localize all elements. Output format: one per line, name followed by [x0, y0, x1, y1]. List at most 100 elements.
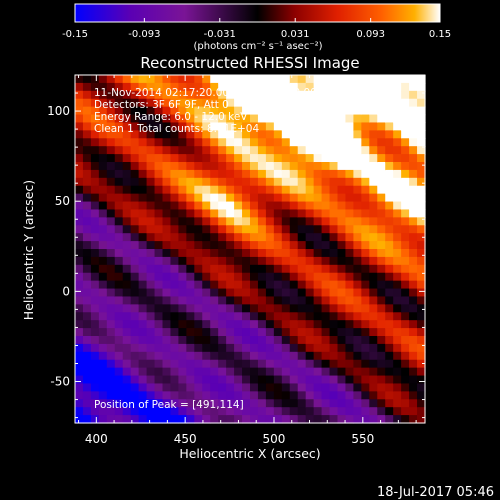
heatmap-cell: [250, 98, 259, 108]
heatmap-cell: [90, 351, 100, 361]
heatmap-cell: [345, 320, 354, 329]
heatmap-cell: [226, 98, 235, 108]
heatmap-cell: [162, 130, 172, 139]
heatmap-cell: [138, 217, 148, 226]
heatmap-cell: [122, 217, 132, 226]
heatmap-cell: [138, 138, 148, 147]
heatmap-cell: [75, 320, 84, 329]
heatmap-cell: [369, 351, 378, 361]
heatmap-cell: [114, 146, 124, 155]
heatmap-cell: [353, 375, 362, 385]
heatmap-cell: [273, 209, 283, 218]
heatmap-cell: [369, 162, 378, 171]
heatmap-cell: [178, 177, 187, 187]
heatmap-cell: [281, 193, 291, 203]
heatmap-cell: [130, 312, 140, 321]
heatmap-cell: [130, 75, 140, 84]
heatmap-cell: [234, 177, 243, 187]
heatmap-cell: [401, 415, 410, 424]
heatmap-cell: [377, 201, 386, 211]
heatmap-cell: [273, 375, 283, 385]
heatmap-cell: [257, 304, 267, 313]
heatmap-cell: [321, 185, 331, 195]
heatmap-cell: [90, 367, 100, 377]
heatmap-cell: [313, 209, 323, 218]
heatmap-cell: [305, 154, 315, 163]
heatmap-cell: [90, 336, 100, 345]
heatmap-cell: [377, 272, 386, 282]
colorbar-frame: [74, 3, 441, 23]
heatmap-cell: [417, 201, 426, 211]
heatmap-cell: [297, 296, 307, 305]
heatmap-cell: [353, 280, 362, 290]
heatmap-cell: [369, 399, 378, 408]
heatmap-cell: [321, 351, 331, 361]
heatmap-cell: [361, 272, 370, 282]
heatmap-cell: [170, 154, 179, 163]
heatmap-cell: [162, 415, 172, 424]
heatmap-cell: [138, 177, 148, 187]
heatmap-cell: [106, 106, 116, 116]
heatmap-cell: [369, 336, 378, 345]
heatmap-cell: [98, 98, 108, 108]
heatmap-cell: [289, 241, 299, 250]
heatmap-cell: [257, 264, 267, 274]
heatmap-cell: [250, 351, 259, 361]
heatmap-cell: [250, 177, 259, 187]
heatmap-cell: [210, 75, 219, 84]
heatmap-cell: [250, 106, 259, 116]
heatmap-cell: [265, 209, 275, 218]
heatmap-cell: [242, 154, 251, 163]
heatmap-cell: [98, 130, 108, 139]
heatmap-cell: [265, 399, 275, 408]
heatmap-cell: [218, 130, 227, 139]
heatmap-cell: [257, 407, 267, 416]
heatmap-cell: [170, 391, 179, 400]
heatmap-cell: [329, 288, 339, 298]
heatmap-cell: [138, 304, 148, 313]
heatmap-cell: [337, 146, 347, 155]
heatmap-cell: [202, 201, 211, 211]
heatmap-cell: [313, 320, 323, 329]
heatmap-cell: [321, 296, 331, 305]
heatmap-cell: [417, 367, 426, 377]
heatmap-cell: [210, 415, 219, 424]
heatmap-cell: [385, 336, 394, 345]
heatmap-cell: [90, 383, 100, 392]
heatmap-cell: [154, 383, 164, 392]
heatmap-cell: [162, 280, 172, 290]
heatmap-cell: [194, 383, 203, 392]
heatmap-cell: [401, 264, 410, 274]
heatmap-cell: [218, 169, 227, 179]
heatmap-cell: [369, 146, 378, 155]
heatmap-cell: [401, 312, 410, 321]
heatmap-cell: [106, 162, 116, 171]
heatmap-cell: [369, 367, 378, 377]
heatmap-cell: [75, 288, 84, 298]
heatmap-cell: [265, 90, 275, 100]
heatmap-cell: [385, 383, 394, 392]
heatmap-cell: [138, 82, 148, 92]
heatmap-cell: [313, 225, 323, 234]
heatmap-cell: [401, 249, 410, 258]
heatmap-cell: [401, 407, 410, 416]
heatmap-cell: [289, 114, 299, 124]
heatmap-cell: [289, 399, 299, 408]
heatmap-cell: [75, 336, 84, 345]
heatmap-cell: [138, 367, 148, 377]
heatmap-cell: [337, 407, 347, 416]
heatmap-cell: [329, 399, 339, 408]
heatmap-cell: [130, 217, 140, 226]
heatmap-cell: [250, 304, 259, 313]
heatmap-cell: [75, 249, 84, 258]
heatmap-cell: [273, 169, 283, 179]
heatmap-cell: [273, 75, 283, 84]
heatmap-cell: [242, 367, 251, 377]
heatmap-cell: [210, 288, 219, 298]
heatmap-cell: [329, 312, 339, 321]
heatmap-cell: [337, 320, 347, 329]
heatmap-cell: [82, 359, 92, 369]
heatmap-cell: [297, 90, 307, 100]
heatmap-cell: [162, 75, 172, 84]
